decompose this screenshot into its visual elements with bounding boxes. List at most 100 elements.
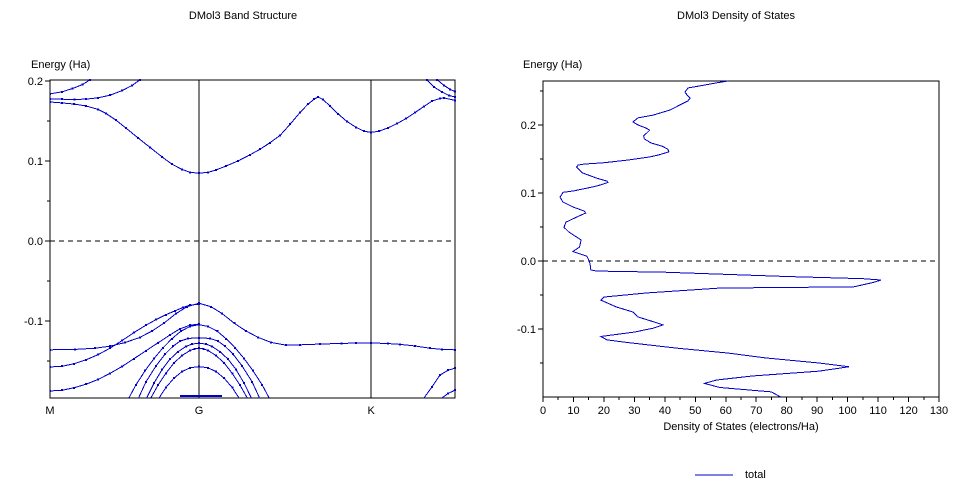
band-point-marker bbox=[215, 354, 218, 357]
band-point-marker bbox=[123, 341, 126, 344]
band-point-marker bbox=[108, 345, 111, 348]
band-point-marker bbox=[215, 370, 218, 373]
band-point-marker bbox=[430, 386, 433, 388]
x-tick-label: 100 bbox=[838, 405, 856, 417]
kpoint-tick-label: G bbox=[195, 405, 204, 417]
band-y-axis-ticks: 0.2 0.1 0.0 -0.1 bbox=[24, 76, 50, 362]
band-point-marker bbox=[454, 96, 456, 98]
y-tick-label: 0.2 bbox=[521, 120, 536, 132]
band-point-marker bbox=[245, 330, 248, 332]
band-point-marker bbox=[50, 366, 51, 368]
band-point-marker bbox=[104, 112, 107, 115]
legend-label-total: total bbox=[745, 469, 766, 481]
band-point-marker bbox=[221, 312, 224, 315]
band-point-marker bbox=[355, 126, 358, 129]
band-point-marker bbox=[443, 96, 446, 99]
x-tick-label: 20 bbox=[598, 405, 610, 417]
x-tick-label: 70 bbox=[750, 405, 762, 417]
band-point-marker bbox=[285, 344, 288, 347]
band-point-marker bbox=[257, 336, 260, 339]
dos-plot-frame bbox=[542, 80, 940, 398]
y-tick-label: -0.1 bbox=[517, 324, 536, 336]
band-point-marker bbox=[279, 134, 282, 137]
band-point-marker bbox=[172, 377, 175, 380]
band-point-marker bbox=[198, 347, 201, 350]
dos-x-axis-ticks: 0 10 20 30 40 50 60 70 80 90 100 110 120 130 bbox=[540, 397, 948, 417]
band-point-marker bbox=[85, 104, 88, 107]
band-point-marker bbox=[145, 398, 147, 400]
band-point-marker bbox=[168, 334, 171, 336]
band-point-marker bbox=[189, 324, 192, 327]
band-point-marker bbox=[251, 380, 254, 383]
band-point-marker bbox=[251, 369, 254, 372]
band-point-marker bbox=[153, 382, 156, 384]
band-line bbox=[50, 302, 456, 351]
band-point-marker bbox=[447, 369, 450, 372]
band-point-marker bbox=[132, 357, 135, 360]
band-point-marker bbox=[164, 353, 167, 356]
band-point-marker bbox=[236, 160, 239, 162]
band-point-marker bbox=[164, 386, 167, 389]
band-point-marker bbox=[85, 358, 88, 361]
band-point-marker bbox=[449, 88, 452, 91]
band-point-marker bbox=[216, 330, 219, 333]
band-point-marker bbox=[181, 370, 184, 373]
band-point-marker bbox=[176, 350, 179, 353]
y-tick-label: 0.1 bbox=[521, 188, 536, 200]
band-line bbox=[50, 79, 141, 100]
band-point-marker bbox=[319, 343, 322, 346]
band-point-marker bbox=[121, 365, 124, 368]
band-point-marker bbox=[179, 330, 182, 333]
band-line bbox=[423, 367, 456, 398]
band-point-marker bbox=[443, 84, 446, 87]
band-point-marker bbox=[210, 305, 213, 308]
band-point-marker bbox=[223, 345, 226, 348]
band-point-marker bbox=[189, 349, 192, 352]
band-point-marker bbox=[441, 91, 444, 94]
band-point-marker bbox=[85, 98, 88, 101]
band-point-marker bbox=[189, 171, 192, 174]
band-point-marker bbox=[97, 96, 100, 99]
band-point-marker bbox=[155, 318, 158, 321]
band-point-marker bbox=[89, 79, 92, 81]
kpoint-tick-label: M bbox=[45, 405, 54, 417]
band-point-marker bbox=[187, 337, 190, 340]
band-point-marker bbox=[198, 365, 201, 368]
band-point-marker bbox=[181, 354, 184, 357]
band-point-marker bbox=[269, 398, 271, 400]
band-point-marker bbox=[144, 324, 147, 327]
x-tick-label: 0 bbox=[540, 405, 546, 417]
band-point-marker bbox=[219, 350, 222, 353]
band-point-marker bbox=[97, 378, 100, 381]
band-point-marker bbox=[149, 398, 151, 400]
band-point-marker bbox=[61, 365, 64, 368]
band-point-marker bbox=[204, 343, 207, 346]
dos-y-axis-label: Energy (Ha) bbox=[523, 59, 583, 71]
band-line bbox=[50, 323, 200, 392]
band-point-marker bbox=[387, 342, 390, 345]
band-point-marker bbox=[238, 384, 241, 386]
kpoint-tick-label: K bbox=[367, 405, 375, 417]
x-tick-label: 30 bbox=[628, 405, 640, 417]
band-point-marker bbox=[161, 346, 164, 349]
band-point-marker bbox=[206, 325, 209, 328]
band-point-marker bbox=[336, 112, 339, 115]
band-point-marker bbox=[345, 120, 348, 123]
band-point-marker bbox=[454, 348, 456, 351]
band-point-marker bbox=[191, 343, 194, 346]
band-point-marker bbox=[121, 89, 124, 92]
band-point-marker bbox=[71, 87, 74, 90]
band-point-marker bbox=[81, 83, 84, 86]
band-point-marker bbox=[387, 126, 390, 129]
band-point-marker bbox=[121, 339, 124, 342]
band-point-marker bbox=[131, 84, 134, 87]
band-point-marker bbox=[398, 343, 401, 346]
band-point-marker bbox=[259, 398, 261, 400]
band-point-marker bbox=[72, 362, 75, 365]
band-point-marker bbox=[198, 303, 201, 306]
band-point-marker bbox=[289, 123, 292, 126]
band-point-marker bbox=[50, 348, 51, 351]
band-y-axis-label: Energy (Ha) bbox=[31, 59, 91, 71]
band-point-marker bbox=[179, 340, 182, 343]
band-point-marker bbox=[61, 389, 64, 392]
